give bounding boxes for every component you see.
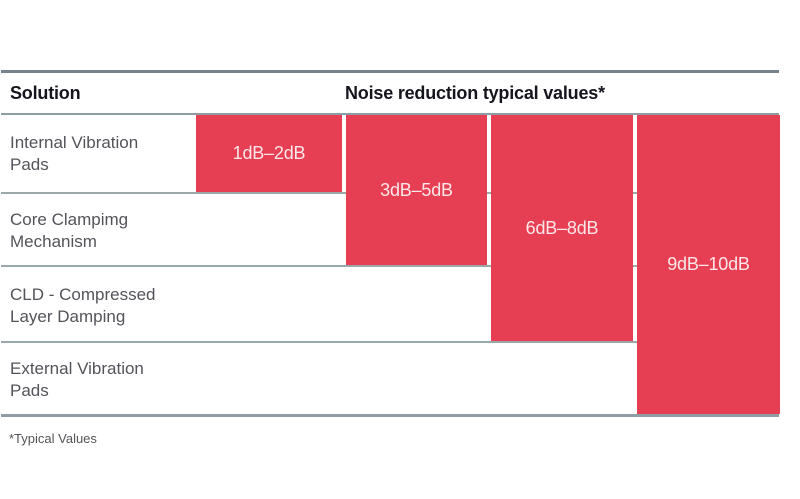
bar-6db-8db: 6dB–8dB: [491, 115, 633, 341]
row-label-external-vibration-pads: External Vibration Pads: [10, 359, 144, 400]
bar-1db-2db: 1dB–2dB: [196, 115, 342, 192]
column-header-noise-reduction: Noise reduction typical values*: [345, 83, 605, 103]
bar-9db-10db: 9dB–10dB: [637, 115, 780, 414]
top-rule: [1, 70, 779, 73]
row-label-cld-compressed-layer-damping: CLD - Compressed Layer Damping: [10, 285, 156, 326]
header-rule: [1, 113, 779, 115]
row-divider: [1, 341, 779, 343]
row-divider: [1, 265, 779, 267]
bottom-rule: [1, 414, 779, 417]
column-header-solution: Solution: [10, 83, 81, 103]
bar-3db-5db: 3dB–5dB: [346, 115, 487, 265]
row-label-internal-vibration-pads: Internal Vibration Pads: [10, 133, 139, 174]
row-label-core-clamping-mechanism: Core Clampimg Mechanism: [10, 210, 129, 251]
footnote-typical-values: *Typical Values: [9, 431, 97, 446]
